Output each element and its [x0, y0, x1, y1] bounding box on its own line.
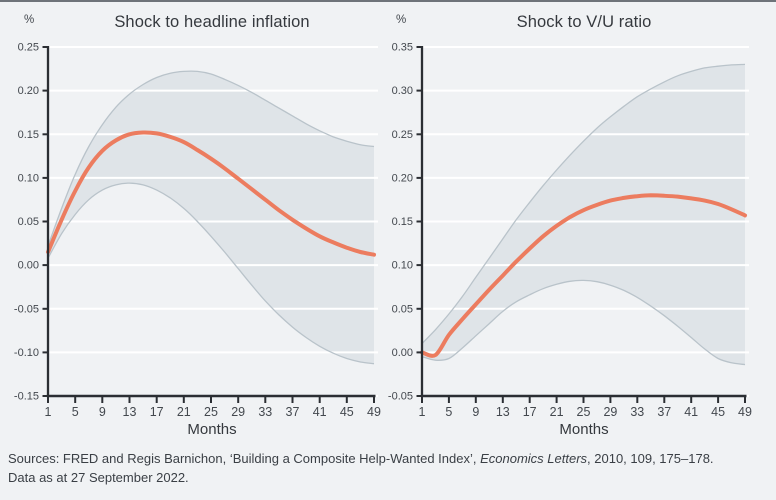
x-tick-label: 41 [313, 405, 327, 419]
x-tick-label: 45 [711, 405, 725, 419]
x-tick-label: 49 [738, 405, 752, 419]
source-note: Sources: FRED and Regis Barnichon, ‘Buil… [8, 450, 772, 487]
impulse-response-line [420, 193, 747, 358]
x-tick-label: 9 [99, 405, 106, 419]
y-tick-label: 0.10 [18, 172, 39, 184]
y-tick-label: 0.00 [18, 260, 39, 272]
y-tick-label: -0.10 [14, 347, 39, 359]
x-tick-label: 17 [523, 405, 537, 419]
journal-name: Economics Letters [480, 451, 588, 466]
y-tick-label: 0.30 [392, 85, 413, 97]
x-tick-label: 21 [550, 405, 564, 419]
y-tick-label: 0.15 [18, 129, 39, 141]
x-tick-label: 33 [630, 405, 644, 419]
x-tick-label: 29 [231, 405, 245, 419]
x-tick-label: 45 [340, 405, 354, 419]
x-axis-label: Months [187, 421, 237, 438]
x-tick-label: 17 [150, 405, 164, 419]
x-axis-label: Months [559, 421, 609, 438]
y-tick-label: -0.05 [388, 391, 413, 403]
x-tick-label: 1 [419, 405, 426, 419]
x-tick-label: 1 [45, 405, 52, 419]
source-note-line-1: Sources: FRED and Regis Barnichon, ‘Buil… [8, 450, 772, 469]
confidence-band [422, 64, 745, 365]
x-tick-label: 13 [496, 405, 510, 419]
x-tick-label: 25 [204, 405, 218, 419]
y-tick-label: 0.25 [18, 42, 39, 54]
y-tick-label: 0.05 [392, 303, 413, 315]
x-tick-label: 37 [286, 405, 300, 419]
confidence-band-upper-edge [47, 70, 375, 247]
y-tick-label: 0.15 [392, 216, 413, 228]
source-note-line-2: Data as at 27 September 2022. [8, 469, 189, 485]
y-tick-label: 0.20 [392, 172, 413, 184]
confidence-band-lower-edge [47, 182, 375, 365]
y-tick-label: 0.00 [392, 347, 413, 359]
x-tick-label: 13 [123, 405, 137, 419]
top-border [0, 0, 776, 2]
x-tick-label: 5 [72, 405, 79, 419]
x-tick-label: 29 [603, 405, 617, 419]
x-tick-label: 33 [258, 405, 272, 419]
y-axis-unit-label: % [24, 14, 35, 26]
panel-vu-ratio: Shock to V/U ratio % -0.05 0.00 0.05 0.10 0.… [388, 0, 776, 445]
y-tick-label: 0.10 [392, 260, 413, 272]
impulse-response-line [46, 130, 376, 257]
x-tick-label: 37 [657, 405, 671, 419]
confidence-band-upper-edge [421, 63, 746, 345]
source-text-suffix: , 2010, 109, 175–178. [587, 451, 714, 466]
chart-title-headline-inflation: Shock to headline inflation [114, 13, 310, 31]
y-tick-label: 0.35 [392, 42, 413, 54]
source-text: Sources: FRED and Regis Barnichon, ‘Buil… [8, 451, 481, 466]
chart-title-vu-ratio: Shock to V/U ratio [516, 13, 652, 31]
y-tick-label: -0.05 [14, 303, 39, 315]
line-chart-vu-ratio: -0.05 0.00 0.05 0.10 0.15 0.20 0.25 0.30 0.35 1 5 9… [388, 42, 752, 420]
x-tick-label: 41 [684, 405, 698, 419]
panel-headline-inflation: Shock to headline inflation % -0.15 -0.10… [0, 0, 388, 445]
x-tick-label: 21 [177, 405, 191, 419]
x-tick-label: 5 [445, 405, 452, 419]
y-tick-label: 0.05 [18, 216, 39, 228]
confidence-band-lower-edge [421, 279, 746, 366]
x-tick-label: 49 [367, 405, 381, 419]
y-tick-label: 0.20 [18, 85, 39, 97]
x-tick-label: 25 [577, 405, 591, 419]
line-chart-headline-inflation: -0.15 -0.10 -0.05 0.00 0.05 0.10 0.15 0.20 0.25 1… [14, 42, 381, 420]
y-axis-unit-label: % [396, 14, 407, 26]
y-tick-label: -0.15 [14, 391, 39, 403]
y-tick-label: 0.25 [392, 129, 413, 141]
confidence-band [48, 71, 374, 364]
x-tick-label: 9 [472, 405, 479, 419]
